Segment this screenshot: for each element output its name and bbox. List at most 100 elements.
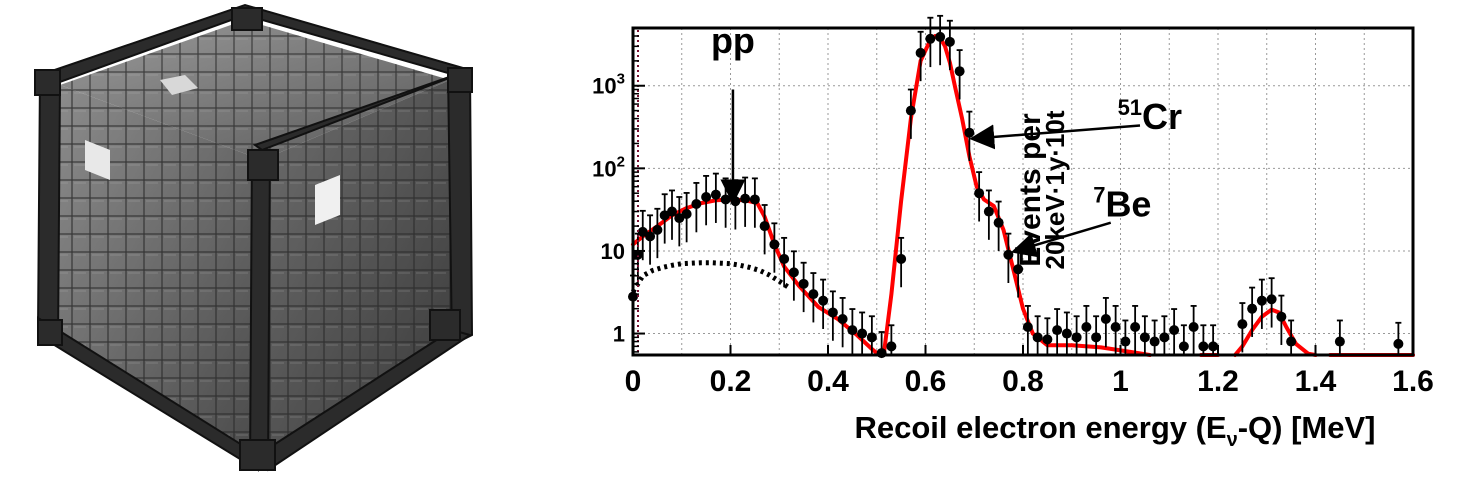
data-point <box>1013 264 1024 275</box>
data-point <box>1110 322 1121 333</box>
data-point <box>866 332 877 343</box>
x-tick-label: 0 <box>625 365 642 398</box>
data-point <box>1159 332 1170 343</box>
data-point <box>652 224 663 235</box>
data-point <box>1393 338 1404 349</box>
fit-curve <box>1233 307 1318 357</box>
data-point <box>1139 332 1150 343</box>
x-tick-label: 1.6 <box>1392 365 1434 398</box>
data-point <box>905 105 916 116</box>
x-axis-ticks: 0 0.2 0.4 0.6 0.8 1 1.2 1.4 1.6 <box>625 345 1434 398</box>
data-point <box>1091 332 1102 343</box>
data-point <box>974 188 985 199</box>
y-tick-label: 102 <box>592 153 625 181</box>
data-point <box>769 239 780 250</box>
x-axis-label: Recoil electron energy (Eν-Q) [MeV] <box>854 410 1375 451</box>
data-point <box>1178 341 1189 352</box>
data-point <box>1120 336 1131 347</box>
x-tick-label: 0.8 <box>1002 365 1044 398</box>
data-point <box>798 278 809 289</box>
data-point <box>749 194 760 205</box>
y-tick-label: 10 <box>601 239 625 264</box>
data-point <box>808 289 819 300</box>
x-tick-label: 0.2 <box>710 365 752 398</box>
data-point <box>1334 336 1345 347</box>
data-point <box>1130 322 1141 333</box>
spectrum-chart: 0 0.2 0.4 0.6 0.8 1 1.2 1.4 1.6 1 10 102 103 pp 51Cr… <box>592 14 1434 451</box>
x-tick-label: 0.6 <box>905 365 947 398</box>
data-point <box>1003 249 1014 260</box>
bright-cell <box>85 140 110 180</box>
data-point <box>1247 303 1258 314</box>
annotation-label: 7Be <box>1093 183 1151 225</box>
dotted-component-curve <box>630 260 791 294</box>
data-point <box>1256 295 1267 306</box>
annotation-label: 51Cr <box>1118 95 1183 137</box>
x-tick-label: 0.4 <box>807 365 849 398</box>
y-tick-label: 103 <box>592 71 625 99</box>
data-point <box>1286 336 1297 347</box>
data-point <box>1149 336 1160 347</box>
data-point <box>857 328 868 339</box>
data-point <box>1198 341 1209 352</box>
x-tick-label: 1.4 <box>1295 365 1337 398</box>
annotation-arrow <box>1010 221 1112 258</box>
detector-cube-image <box>34 3 474 472</box>
data-point <box>1188 322 1199 333</box>
annotations: pp 51Cr 7Be <box>711 20 1183 258</box>
bright-cell <box>315 175 340 225</box>
data-point <box>1100 314 1111 325</box>
data-point <box>740 193 751 204</box>
data-point <box>1081 322 1092 333</box>
data-point <box>1169 325 1180 336</box>
data-point <box>847 325 858 336</box>
data-point <box>1276 311 1287 322</box>
annotation-label: pp <box>711 20 755 61</box>
data-point <box>935 31 946 42</box>
x-tick-label: 1.2 <box>1197 365 1239 398</box>
data-point <box>896 253 907 264</box>
data-point <box>925 33 936 44</box>
data-point <box>710 189 721 200</box>
data-point <box>759 221 770 232</box>
y-tick-label: 1 <box>613 322 625 347</box>
data-point <box>637 226 648 237</box>
y-axis-label-line2: 20keV·1y·10t <box>1040 110 1070 269</box>
data-point <box>915 47 926 58</box>
y-axis-label-line1: Events per <box>1014 113 1047 267</box>
detector-frame <box>34 3 474 472</box>
y-axis-label: Events per 20keV·1y·10t <box>1014 110 1070 269</box>
data-point <box>983 206 994 217</box>
data-point <box>1237 319 1248 330</box>
detector-faces <box>55 20 452 460</box>
annotation-arrow <box>969 124 1141 150</box>
data-point <box>886 341 897 352</box>
bright-cell <box>160 75 198 95</box>
x-tick-label: 1 <box>1112 365 1129 398</box>
data-point <box>691 199 702 210</box>
data-point <box>779 253 790 264</box>
data-points <box>628 14 1404 359</box>
data-point <box>701 191 712 202</box>
data-point <box>667 206 677 217</box>
data-point <box>827 307 838 318</box>
data-point <box>837 314 848 325</box>
y-axis-ticks: 1 10 102 103 <box>592 35 645 353</box>
data-point <box>964 127 975 138</box>
data-point <box>681 209 692 220</box>
data-point <box>674 213 685 224</box>
data-point <box>720 194 731 205</box>
data-point <box>818 295 829 306</box>
data-point <box>1052 325 1063 336</box>
data-point <box>1208 341 1219 352</box>
data-point <box>876 348 887 359</box>
data-point <box>788 267 799 278</box>
data-point <box>645 231 656 242</box>
data-point <box>1266 294 1277 305</box>
data-point <box>944 36 955 47</box>
data-point <box>1061 328 1072 339</box>
data-point <box>993 217 1004 228</box>
data-point <box>1022 322 1033 333</box>
data-point <box>954 66 965 77</box>
data-point <box>1032 332 1043 343</box>
